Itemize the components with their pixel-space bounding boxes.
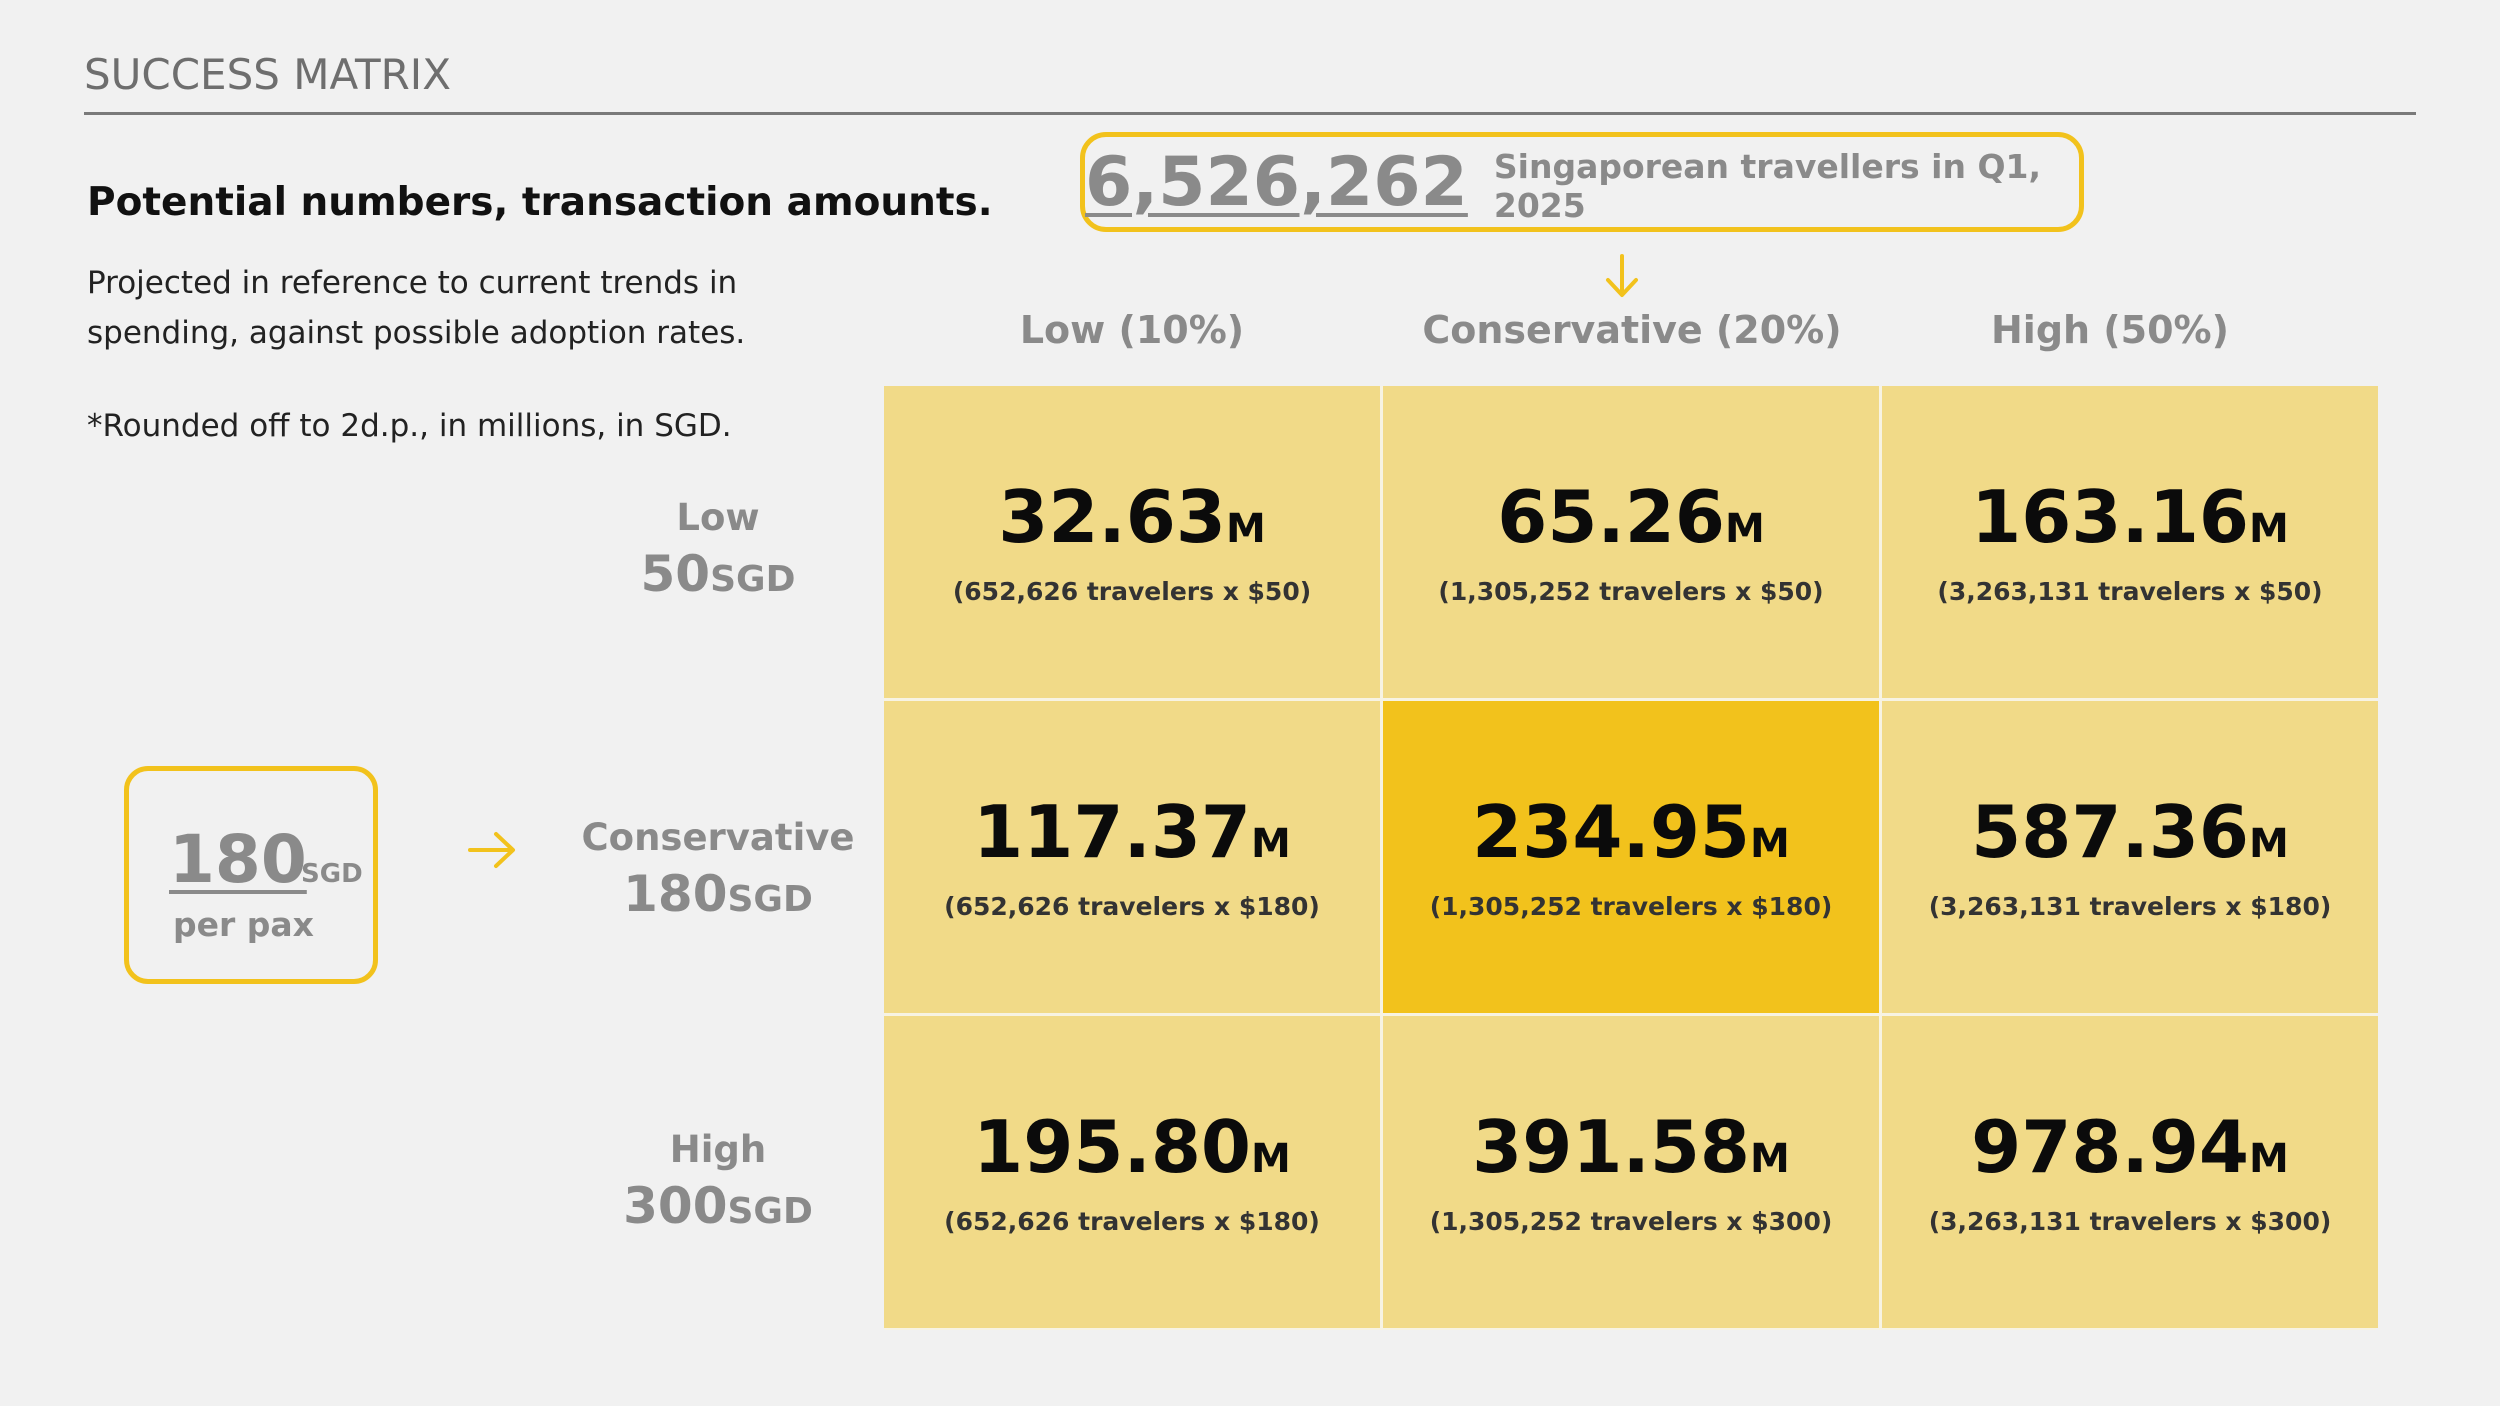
row-header-name: Low <box>676 496 760 539</box>
matrix-cell: 32.63M (652,626 travelers x $50) <box>884 386 1380 698</box>
cell-formula: (3,263,131 travelers x $180) <box>1928 891 2332 921</box>
cell-unit: M <box>1225 505 1266 552</box>
cell-unit: M <box>2249 505 2289 552</box>
row-header-high: High 300SGD <box>558 1128 878 1235</box>
arrow-right-icon <box>468 832 515 868</box>
row-header-name: High <box>669 1128 767 1171</box>
row-header-amount: 180 <box>623 865 728 923</box>
cell-formula: (3,263,131 travelers x $300) <box>1928 1206 2332 1236</box>
cell-formula: (1,305,252 travelers x $300) <box>1429 1206 1833 1236</box>
cell-value: 195.80 <box>973 1104 1252 1189</box>
cell-value: 117.37 <box>973 789 1252 874</box>
cell-value: 65.26 <box>1497 474 1725 559</box>
title-divider <box>84 112 2416 115</box>
cell-formula: (1,305,252 travelers x $50) <box>1438 576 1824 606</box>
cell-formula: (1,305,252 travelers x $180) <box>1429 891 1833 921</box>
matrix-cell: 587.36M (3,263,131 travelers x $180) <box>1882 701 2378 1013</box>
cell-value: 587.36 <box>1971 789 2250 874</box>
column-header-high: High (50%) <box>1990 308 2229 352</box>
column-header-conservative: Conservative (20%) <box>1422 308 1842 352</box>
matrix-cell: 978.94M (3,263,131 travelers x $300) <box>1882 1016 2378 1328</box>
cell-unit: M <box>2249 1135 2289 1182</box>
cell-unit: M <box>1750 1135 1790 1182</box>
column-header-low: Low (10%) <box>1019 308 1245 352</box>
row-header-unit: SGD <box>727 1191 813 1232</box>
cell-formula: (3,263,131 travelers x $50) <box>1937 576 2323 606</box>
cell-unit: M <box>1724 505 1765 552</box>
matrix-cell: 163.16M (3,263,131 travelers x $50) <box>1882 386 2378 698</box>
matrix-cell-highlighted: 234.95M (1,305,252 travelers x $180) <box>1383 701 1879 1013</box>
per-pax-box: 180 SGD per pax <box>124 766 378 984</box>
arrow-down-icon <box>1606 254 1638 297</box>
success-matrix: 32.63M (652,626 travelers x $50) 65.26M … <box>884 386 2378 1330</box>
cell-value: 163.16 <box>1971 474 2250 559</box>
row-header-unit: SGD <box>710 559 796 600</box>
page-title: SUCCESS MATRIX <box>84 50 451 99</box>
travellers-box: 6,526,262 Singaporean travellers in Q1, … <box>1080 132 2084 232</box>
row-header-name: Conservative <box>581 816 855 859</box>
matrix-cell: 117.37M (652,626 travelers x $180) <box>884 701 1380 1013</box>
row-header-unit: SGD <box>727 879 813 920</box>
cell-value: 32.63 <box>998 474 1226 559</box>
cell-formula: (652,626 travelers x $180) <box>944 891 1320 921</box>
description: Projected in reference to current trends… <box>87 265 746 351</box>
row-header-low: Low 50SGD <box>558 496 878 603</box>
cell-formula: (652,626 travelers x $50) <box>952 576 1312 606</box>
cell-unit: M <box>2249 820 2289 867</box>
cell-value: 234.95 <box>1472 789 1751 874</box>
footnote: *Rounded off to 2d.p., in millions, in S… <box>87 408 732 444</box>
per-pax-unit: SGD <box>301 859 363 889</box>
cell-value: 978.94 <box>1971 1104 2250 1189</box>
headline: Potential numbers, transaction amounts. <box>87 180 993 225</box>
cell-value: 391.58 <box>1472 1104 1751 1189</box>
matrix-cell: 65.26M (1,305,252 travelers x $50) <box>1383 386 1879 698</box>
per-pax-label: per pax <box>173 905 314 944</box>
travellers-count: 6,526,262 <box>1085 142 1468 222</box>
matrix-cell: 195.80M (652,626 travelers x $180) <box>884 1016 1380 1328</box>
cell-unit: M <box>1750 820 1790 867</box>
row-header-conservative: Conservative 180SGD <box>558 816 878 923</box>
cell-formula: (652,626 travelers x $180) <box>944 1206 1320 1236</box>
row-header-amount: 300 <box>623 1177 728 1235</box>
cell-unit: M <box>1251 820 1291 867</box>
cell-unit: M <box>1251 1135 1291 1182</box>
row-header-amount: 50 <box>640 545 711 603</box>
travellers-label: Singaporean travellers in Q1, 2025 <box>1493 147 2042 225</box>
per-pax-amount: 180 <box>169 821 307 898</box>
matrix-cell: 391.58M (1,305,252 travelers x $300) <box>1383 1016 1879 1328</box>
